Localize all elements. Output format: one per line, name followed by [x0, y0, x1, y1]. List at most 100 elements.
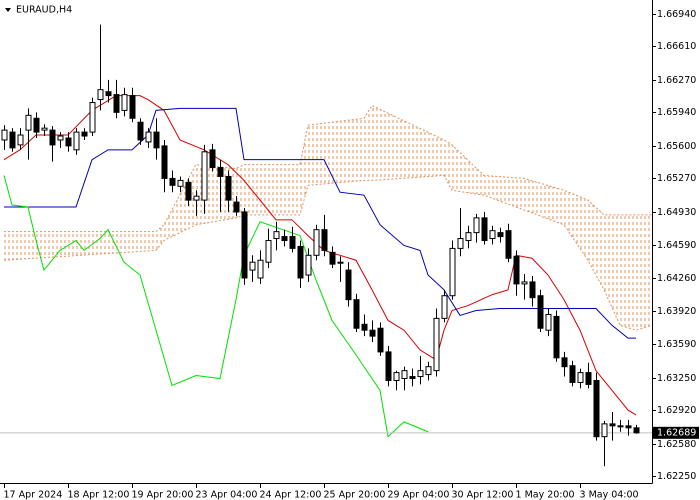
x-tick-label: 23 Apr 04:00 — [196, 490, 258, 500]
candle-body — [145, 131, 152, 143]
candle-body — [401, 370, 408, 380]
candle-body — [537, 295, 544, 329]
y-tick-label: 1.66940 — [657, 9, 696, 20]
candle-body — [97, 89, 104, 101]
candle-body — [257, 259, 264, 279]
candle-body — [57, 135, 64, 141]
candle-body — [417, 370, 424, 378]
candle-body — [25, 114, 32, 131]
x-tick-label: 1 May 20:00 — [516, 490, 575, 500]
candle-body — [425, 366, 432, 376]
x-tick-label: 19 Apr 20:00 — [132, 490, 194, 500]
candle-body — [361, 323, 368, 331]
candle-body — [489, 230, 496, 240]
x-tick-label: 3 May 04:00 — [580, 490, 639, 500]
cloud-fill — [4, 105, 652, 331]
y-tick-label: 1.63920 — [657, 306, 696, 317]
candle-body — [289, 236, 296, 249]
candle-body — [281, 236, 288, 242]
candle-body — [585, 372, 592, 385]
candle-body — [297, 245, 304, 279]
cloud-edge — [3, 174, 653, 331]
x-tick-label: 17 Apr 2024 — [4, 490, 63, 500]
candle-body — [177, 179, 184, 187]
candle-body — [377, 327, 384, 353]
candle-body — [337, 261, 344, 264]
candle-body — [241, 211, 248, 279]
y-tick-label: 1.64590 — [657, 240, 696, 251]
candle-layer — [1, 24, 640, 467]
candle-body — [497, 232, 504, 238]
candle-body — [9, 131, 16, 149]
y-tick-label: 1.62250 — [657, 471, 696, 482]
candle-body — [329, 251, 336, 265]
x-tick-label: 18 Apr 12:00 — [68, 490, 130, 500]
candle-body — [161, 145, 168, 179]
candle-body — [113, 94, 120, 113]
y-tick-label: 1.64260 — [657, 273, 696, 284]
y-tick-label: 1.65940 — [657, 107, 696, 118]
candle-body — [209, 149, 216, 169]
candle-body — [321, 229, 328, 251]
candle-body — [369, 329, 376, 337]
candle-body — [305, 254, 312, 276]
candle-body — [609, 423, 616, 427]
candle-body — [385, 351, 392, 381]
candle-body — [457, 238, 464, 249]
candle-body — [633, 427, 640, 434]
candle-body — [449, 247, 456, 297]
y-tick-label: 1.62580 — [657, 439, 696, 450]
symbol-menu-icon[interactable] — [5, 8, 11, 12]
candle-body — [473, 217, 480, 234]
y-tick-label: 1.65270 — [657, 173, 696, 184]
indicator-line — [3, 95, 637, 416]
candle-body — [441, 295, 448, 319]
candle-body — [129, 95, 136, 119]
y-tick-label: 1.66270 — [657, 75, 696, 86]
candle-body — [169, 177, 176, 186]
candle-body — [553, 315, 560, 359]
candle-body — [137, 121, 144, 141]
candle-body — [105, 91, 112, 97]
current-price-box — [653, 426, 699, 439]
candle-body — [561, 357, 568, 368]
candle-body — [577, 372, 584, 383]
x-tick-label: 24 Apr 12:00 — [260, 490, 322, 500]
candle-body — [353, 299, 360, 329]
chart-title: EURAUD,H4 — [16, 5, 72, 16]
x-tick-label: 30 Apr 12:00 — [452, 490, 514, 500]
candle-body — [345, 269, 352, 301]
candle-body — [529, 281, 536, 299]
candle-body — [65, 137, 72, 147]
candle-body — [393, 372, 400, 381]
y-tick-label: 1.63590 — [657, 339, 696, 350]
candle-body — [481, 217, 488, 242]
candle-body — [193, 195, 200, 201]
candle-body — [249, 261, 256, 271]
candle-body — [265, 240, 272, 263]
candle-body — [185, 181, 192, 201]
candle-body — [513, 255, 520, 285]
candle-body — [505, 230, 512, 259]
y-tick-label: 1.63250 — [657, 373, 696, 384]
candle-body — [601, 423, 608, 438]
candle-body — [273, 231, 280, 240]
candle-body — [593, 379, 600, 438]
y-tick-label: 1.62920 — [657, 405, 696, 416]
candle-body — [121, 94, 128, 111]
candle-body — [313, 229, 320, 256]
candle-body — [153, 131, 160, 149]
candle-body — [217, 167, 224, 177]
candle-body — [41, 127, 48, 131]
candle-body — [49, 129, 56, 146]
candle-body — [89, 102, 96, 133]
candle-body — [81, 131, 88, 137]
x-tick-label: 29 Apr 04:00 — [388, 490, 450, 500]
y-tick-label: 1.66610 — [657, 41, 696, 52]
candle-body — [233, 201, 240, 213]
candle-body — [225, 175, 232, 201]
indicator-line — [3, 175, 429, 438]
candle-body — [545, 313, 552, 331]
